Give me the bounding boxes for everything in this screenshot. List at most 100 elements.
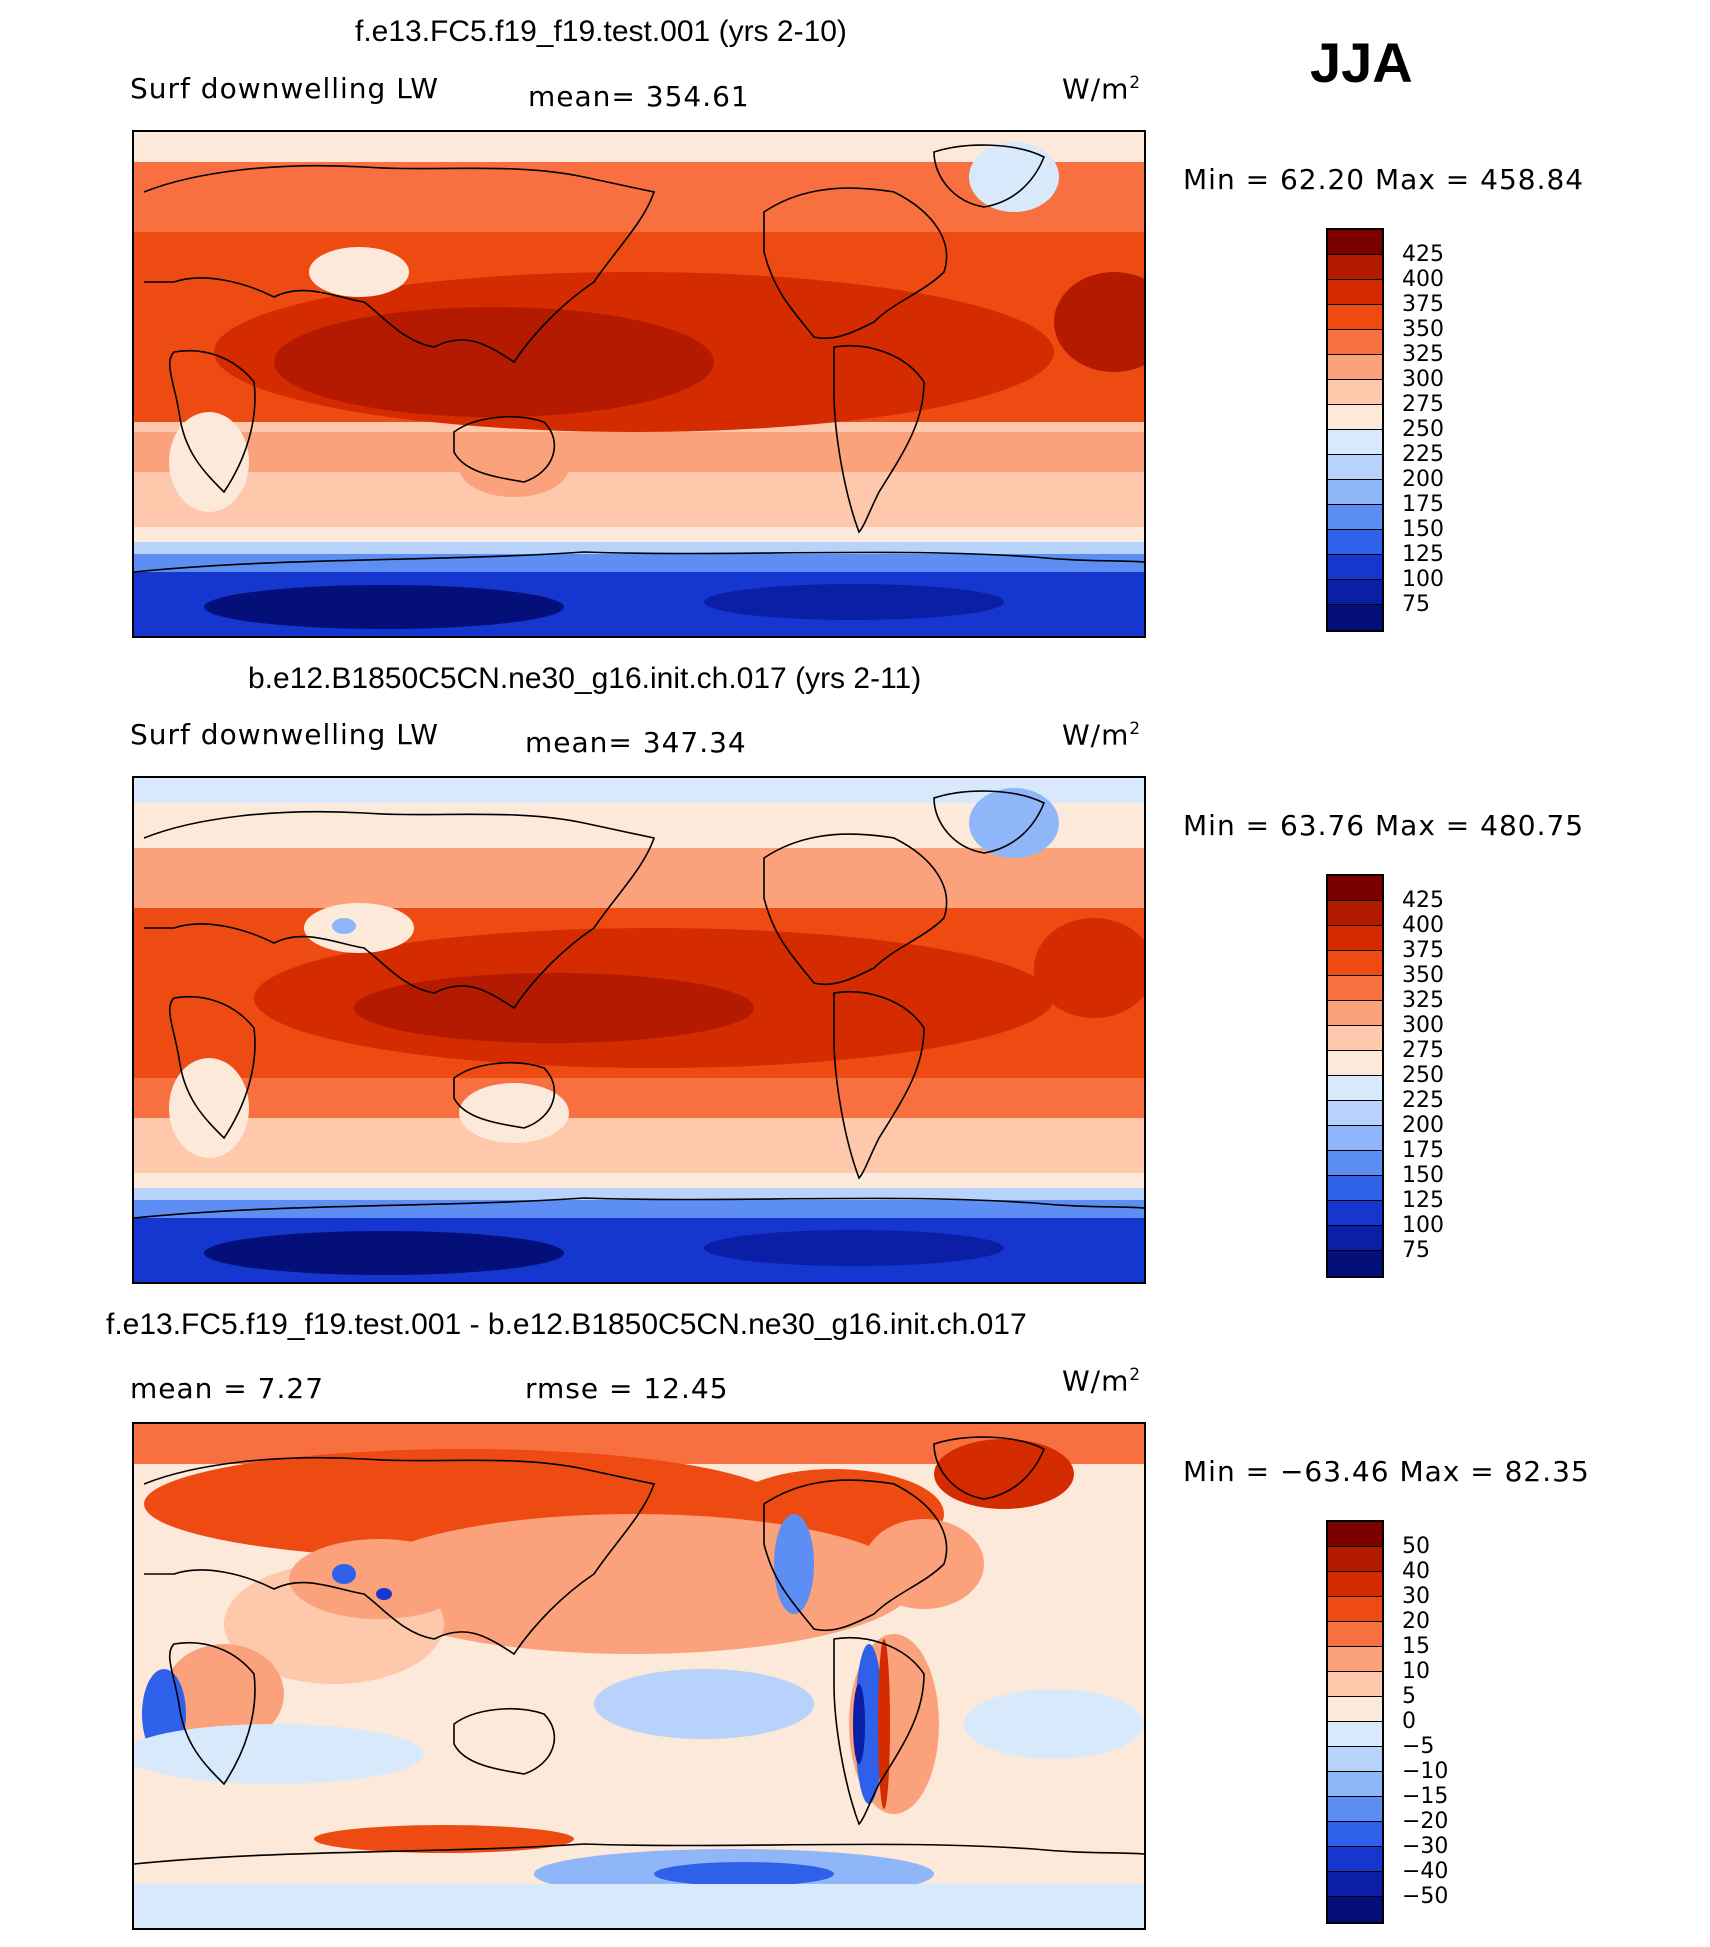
colorbar-tick: 275 [1402, 1038, 1444, 1063]
colorbar-swatch [1328, 926, 1382, 951]
colorbar-tick: 250 [1402, 417, 1444, 442]
colorbar-tick: 325 [1402, 988, 1444, 1013]
colorbar-swatch [1328, 1176, 1382, 1201]
panel-2-map [132, 776, 1146, 1284]
colorbar-tick: 225 [1402, 442, 1444, 467]
colorbar-tick: 150 [1402, 517, 1444, 542]
colorbar-swatch [1328, 1051, 1382, 1076]
colorbar-tick: 15 [1402, 1634, 1430, 1659]
colorbar-swatch [1328, 1151, 1382, 1176]
colorbar-swatch [1328, 1226, 1382, 1251]
colorbar-tick: 175 [1402, 492, 1444, 517]
panel-2-variable: Surf downwelling LW [130, 718, 439, 751]
colorbar-swatch [1328, 555, 1382, 580]
colorbar-swatch [1328, 1597, 1382, 1622]
panel-3-rmse: rmse = 12.45 [525, 1372, 729, 1405]
colorbar-tick: 150 [1402, 1163, 1444, 1188]
colorbar-swatch [1328, 405, 1382, 430]
colorbar-swatch [1328, 1126, 1382, 1151]
panel-1-minmax: Min = 62.20 Max = 458.84 [1183, 163, 1585, 196]
colorbar-tick: 10 [1402, 1659, 1430, 1684]
colorbar-swatch [1328, 430, 1382, 455]
colorbar-tick: 425 [1402, 242, 1444, 267]
colorbar-swatch [1328, 951, 1382, 976]
colorbar-swatch [1328, 1647, 1382, 1672]
panel-2-mean: mean= 347.34 [525, 726, 747, 759]
colorbar-tick: −20 [1402, 1809, 1449, 1834]
colorbar-swatch [1328, 580, 1382, 605]
colorbar-tick: 225 [1402, 1088, 1444, 1113]
colorbar-swatch [1328, 1522, 1382, 1547]
colorbar-tick: 300 [1402, 367, 1444, 392]
colorbar-swatch [1328, 1101, 1382, 1126]
colorbar-tick: 5 [1402, 1684, 1416, 1709]
colorbar-swatch [1328, 330, 1382, 355]
panel-2-minmax: Min = 63.76 Max = 480.75 [1183, 809, 1585, 842]
panel-3-minmax: Min = −63.46 Max = 82.35 [1183, 1455, 1590, 1488]
colorbar-swatch [1328, 1572, 1382, 1597]
season-label: JJA [1310, 31, 1413, 94]
colorbar-tick: −50 [1402, 1884, 1449, 1909]
colorbar-swatch [1328, 1822, 1382, 1847]
colorbar-tick: 300 [1402, 1013, 1444, 1038]
panel-1-units: W/m2 [1062, 72, 1142, 106]
colorbar-swatch [1328, 1201, 1382, 1226]
colorbar-tick: 350 [1402, 317, 1444, 342]
colorbar-swatch [1328, 876, 1382, 901]
colorbar-swatch [1328, 1722, 1382, 1747]
colorbar-swatch [1328, 1772, 1382, 1797]
panel-1-variable: Surf downwelling LW [130, 72, 439, 105]
colorbar-swatch [1328, 1547, 1382, 1572]
colorbar-tick: 375 [1402, 292, 1444, 317]
colorbar-swatch [1328, 1076, 1382, 1101]
colorbar-swatch [1328, 380, 1382, 405]
panel-3-mean: mean = 7.27 [130, 1372, 325, 1405]
colorbar-tick: 325 [1402, 342, 1444, 367]
colorbar-tick: 50 [1402, 1534, 1430, 1559]
panel-1-colorbar [1326, 228, 1384, 632]
colorbar-tick: 400 [1402, 267, 1444, 292]
colorbar-swatch [1328, 1897, 1382, 1922]
colorbar-swatch [1328, 280, 1382, 305]
colorbar-tick: 200 [1402, 467, 1444, 492]
colorbar-swatch [1328, 1026, 1382, 1051]
colorbar-tick: 375 [1402, 938, 1444, 963]
colorbar-tick: 350 [1402, 963, 1444, 988]
colorbar-swatch [1328, 1747, 1382, 1772]
colorbar-tick: 125 [1402, 542, 1444, 567]
colorbar-tick: 125 [1402, 1188, 1444, 1213]
colorbar-swatch [1328, 976, 1382, 1001]
colorbar-tick: −40 [1402, 1859, 1449, 1884]
panel-3-title: f.e13.FC5.f19_f19.test.001 - b.e12.B1850… [106, 1308, 1027, 1341]
colorbar-swatch [1328, 255, 1382, 280]
colorbar-swatch [1328, 901, 1382, 926]
panel-3-colorbar [1326, 1520, 1384, 1924]
colorbar-tick: 75 [1402, 592, 1430, 617]
panel-1-mean: mean= 354.61 [528, 80, 750, 113]
panel-2-units: W/m2 [1062, 718, 1142, 752]
colorbar-tick: 425 [1402, 888, 1444, 913]
panel-1-map [132, 130, 1146, 638]
colorbar-swatch [1328, 1797, 1382, 1822]
panel-3-map [132, 1422, 1146, 1930]
colorbar-swatch [1328, 1847, 1382, 1872]
colorbar-swatch [1328, 455, 1382, 480]
colorbar-swatch [1328, 230, 1382, 255]
colorbar-tick: −5 [1402, 1734, 1435, 1759]
colorbar-swatch [1328, 605, 1382, 630]
colorbar-swatch [1328, 480, 1382, 505]
colorbar-tick: −30 [1402, 1834, 1449, 1859]
colorbar-swatch [1328, 1672, 1382, 1697]
colorbar-tick: 175 [1402, 1138, 1444, 1163]
colorbar-tick: 250 [1402, 1063, 1444, 1088]
colorbar-swatch [1328, 305, 1382, 330]
colorbar-tick: 75 [1402, 1238, 1430, 1263]
colorbar-tick: 275 [1402, 392, 1444, 417]
colorbar-swatch [1328, 1622, 1382, 1647]
colorbar-tick: 200 [1402, 1113, 1444, 1138]
colorbar-swatch [1328, 1697, 1382, 1722]
colorbar-tick: 100 [1402, 567, 1444, 592]
panel-2-colorbar [1326, 874, 1384, 1278]
colorbar-tick: −10 [1402, 1759, 1449, 1784]
colorbar-swatch [1328, 1001, 1382, 1026]
